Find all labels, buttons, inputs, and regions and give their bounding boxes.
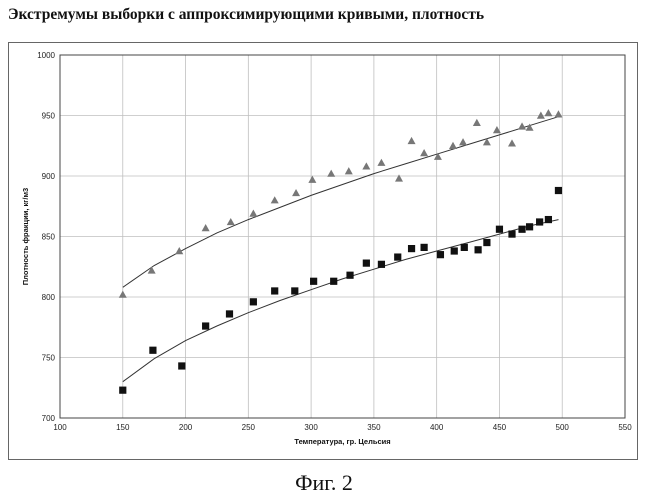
- square-point: [408, 245, 415, 252]
- y-tick-label: 1000: [37, 51, 55, 60]
- triangle-point: [434, 153, 442, 160]
- square-point: [451, 247, 458, 254]
- square-point: [394, 253, 401, 260]
- x-tick-label: 450: [493, 423, 507, 432]
- y-tick-label: 750: [42, 354, 56, 363]
- square-point: [526, 223, 533, 230]
- triangle-point: [473, 119, 481, 126]
- square-point: [475, 246, 482, 253]
- trend-curve-1: [123, 117, 559, 288]
- triangle-point: [518, 122, 526, 129]
- triangle-point: [544, 109, 552, 116]
- y-tick-label: 700: [42, 414, 56, 423]
- triangle-point: [408, 137, 416, 144]
- triangle-point: [227, 218, 235, 225]
- square-point: [226, 310, 233, 317]
- square-point: [291, 287, 298, 294]
- triangle-point: [345, 167, 353, 174]
- figure-caption: Фиг. 2: [0, 470, 648, 496]
- square-point: [545, 216, 552, 223]
- x-tick-label: 100: [53, 423, 67, 432]
- square-point: [378, 261, 385, 268]
- square-point: [250, 298, 257, 305]
- y-axis-ticks: 700 750 800 850 900 950 1000: [37, 51, 55, 423]
- y-tick-label: 850: [42, 233, 56, 242]
- x-tick-label: 400: [430, 423, 444, 432]
- triangle-point: [148, 266, 156, 273]
- scatter-chart: 700 750 800 850 900 950 1000 100 150 200 250 300 35…: [0, 0, 648, 465]
- triangle-point: [554, 110, 562, 117]
- y-tick-label: 950: [42, 112, 56, 121]
- triangle-point: [292, 189, 300, 196]
- triangle-point: [377, 159, 385, 166]
- x-tick-label: 250: [242, 423, 256, 432]
- triangle-point: [249, 210, 257, 217]
- square-point: [178, 362, 185, 369]
- square-point: [330, 278, 337, 285]
- square-point: [483, 239, 490, 246]
- grid-lines: [60, 55, 625, 418]
- triangle-point: [271, 196, 279, 203]
- square-point: [536, 218, 543, 225]
- triangle-point: [420, 149, 428, 156]
- triangle-point: [202, 224, 210, 231]
- square-point: [346, 272, 353, 279]
- y-tick-label: 800: [42, 293, 56, 302]
- triangle-point: [459, 138, 467, 145]
- y-tick-label: 900: [42, 172, 56, 181]
- x-tick-label: 150: [116, 423, 130, 432]
- triangle-point: [308, 176, 316, 183]
- square-point: [421, 244, 428, 251]
- triangle-point: [327, 170, 335, 177]
- square-point: [437, 251, 444, 258]
- triangle-point: [119, 291, 127, 298]
- trend-curves: [123, 117, 559, 382]
- square-point: [202, 322, 209, 329]
- square-point: [555, 187, 562, 194]
- square-point: [508, 230, 515, 237]
- triangle-point: [362, 162, 370, 169]
- square-point: [310, 278, 317, 285]
- triangle-point: [395, 174, 403, 181]
- square-point: [518, 226, 525, 233]
- square-point: [363, 260, 370, 267]
- square-point: [271, 287, 278, 294]
- y-axis-label: Плотность фракции, кг/м3: [21, 188, 30, 285]
- x-axis-label: Температура, гр. Цельсия: [294, 437, 390, 446]
- square-point: [119, 387, 126, 394]
- x-tick-label: 300: [304, 423, 318, 432]
- triangle-point: [449, 142, 457, 149]
- x-tick-label: 350: [367, 423, 381, 432]
- x-tick-label: 550: [618, 423, 632, 432]
- triangle-point: [508, 139, 516, 146]
- square-point: [496, 226, 503, 233]
- x-axis-ticks: 100 150 200 250 300 350 400 450 500 550: [53, 423, 632, 432]
- square-point: [149, 347, 156, 354]
- square-point: [461, 244, 468, 251]
- x-tick-label: 200: [179, 423, 193, 432]
- x-tick-label: 500: [556, 423, 570, 432]
